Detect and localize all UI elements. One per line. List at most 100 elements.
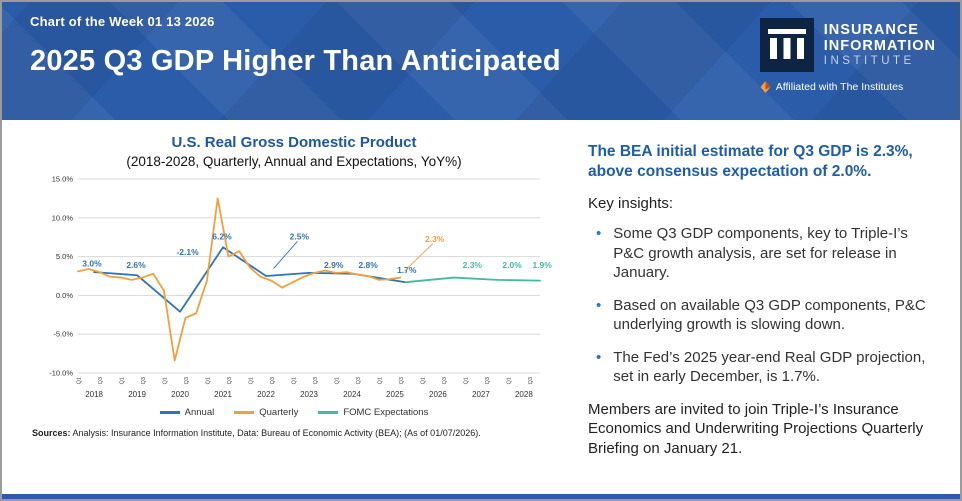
svg-text:2.3%: 2.3% [425,234,445,244]
svg-text:Q3: Q3 [356,377,362,384]
svg-text:Q3: Q3 [141,377,147,384]
insights-panel: The BEA initial estimate for Q3 GDP is 2… [582,124,942,494]
svg-text:Q1: Q1 [205,377,211,384]
svg-text:2028: 2028 [515,390,533,399]
svg-text:Q3: Q3 [528,377,534,384]
logo-line-institute: INSTITUTE [823,55,915,68]
svg-text:Q3: Q3 [485,377,491,384]
svg-text:2.6%: 2.6% [126,260,146,270]
svg-text:6.2%: 6.2% [212,231,232,241]
insight-item-3: The Fed’s 2025 year-end Real GDP project… [596,348,934,387]
sources-text: Analysis: Insurance Information Institut… [72,428,481,438]
series-annual [93,246,407,313]
legend-item-fomc-expectations: FOMC Expectations [318,407,428,418]
svg-text:2018: 2018 [85,390,103,399]
main-content: U.S. Real Gross Domestic Product (2018-2… [2,120,960,494]
legend-label: Quarterly [259,407,299,418]
chart-panel: U.S. Real Gross Domestic Product (2018-2… [20,124,568,494]
sources-label: Sources: [32,428,71,438]
legend-swatch [318,411,339,414]
logo-wordmark: INSURANCE INFORMATION INSTITUTE [824,22,936,68]
iii-logo-row: INSURANCE INFORMATION INSTITUTE [759,18,936,72]
legend-item-quarterly: Quarterly [234,407,298,418]
legend-swatch [234,411,255,414]
svg-text:2027: 2027 [472,390,490,399]
grid-and-axes: 15.0% 10.0% 5.0% 0.0% -5.0% -10.0% [49,175,540,378]
svg-text:Q1: Q1 [77,377,83,384]
insight-text: Some Q3 GDP components, key to Triple-I’… [613,225,908,282]
svg-text:Q3: Q3 [442,377,448,384]
svg-text:2020: 2020 [171,390,189,399]
header-text-block: Chart of the Week 01 13 2026 2025 Q3 GDP… [30,14,561,120]
svg-text:2026: 2026 [429,390,447,399]
svg-text:2024: 2024 [343,390,361,399]
svg-text:Q1: Q1 [291,377,297,384]
svg-text:Q1: Q1 [420,377,426,384]
key-insights-label: Key insights: [588,195,674,213]
svg-text:0.0%: 0.0% [56,291,73,300]
svg-text:2.9%: 2.9% [324,260,344,270]
page-title: 2025 Q3 GDP Higher Than Anticipated [30,45,561,77]
svg-text:2021: 2021 [214,390,232,399]
svg-text:15.0%: 15.0% [52,175,74,184]
svg-text:Q1: Q1 [162,377,168,384]
chart-of-week-label: Chart of the Week 01 13 2026 [30,14,215,29]
legend-swatch [159,411,180,414]
legend-item-annual: Annual [159,407,215,418]
svg-text:Q1: Q1 [377,377,383,384]
insights-list: Some Q3 GDP components, key to Triple-I’… [588,224,934,387]
legend-label: Annual [184,407,215,418]
logo-line-insurance: INSURANCE [823,21,919,38]
svg-text:Q1: Q1 [334,377,340,384]
chart-subtitle: (2018-2028, Quarterly, Annual and Expect… [126,154,462,169]
insight-text: The Fed’s 2025 year-end Real GDP project… [613,348,926,386]
header-banner: Chart of the Week 01 13 2026 2025 Q3 GDP… [2,2,960,120]
affiliation-text: Affiliated with The Institutes [775,81,904,93]
svg-text:1.9%: 1.9% [532,260,552,270]
svg-text:Q3: Q3 [313,377,319,384]
logo-line-information: INFORMATION [823,38,936,55]
iii-columns-icon [759,18,814,72]
institutes-flame-icon [760,81,771,93]
svg-text:2019: 2019 [128,390,146,399]
series-fomc-expectations [404,276,541,284]
svg-text:Q3: Q3 [227,377,233,384]
svg-text:2.5%: 2.5% [290,231,310,241]
svg-text:2022: 2022 [257,390,275,399]
svg-text:2023: 2023 [300,390,318,399]
svg-text:Q3: Q3 [184,377,190,384]
closing-note: Members are invited to join Triple-I’s I… [588,400,924,457]
insight-item-1: Some Q3 GDP components, key to Triple-I’… [596,224,934,283]
insight-item-2: Based on available Q3 GDP components, P&… [596,296,934,335]
insight-text: Based on available Q3 GDP components, P&… [613,296,926,334]
svg-text:5.0%: 5.0% [56,252,73,261]
svg-text:-10.0%: -10.0% [49,369,73,378]
chart-legend: Annual Quarterly FOMC Expectations [20,407,568,418]
svg-text:2.3%: 2.3% [463,260,483,270]
svg-text:10.0%: 10.0% [52,213,74,222]
bottom-accent-bar [2,494,960,499]
svg-text:2.0%: 2.0% [502,260,522,270]
svg-text:Q3: Q3 [270,377,276,384]
svg-text:2025: 2025 [386,390,404,399]
series-quarterly [77,197,402,362]
svg-text:-2.1%: -2.1% [176,247,199,257]
svg-text:Q3: Q3 [399,377,405,384]
iii-logo-mark-icon [759,18,814,72]
point-labels: 3.0% 2.6% -2.1% 6.2% 2.5% 2.9% 2.8% 1.7% 2.3% 2.3… [82,231,552,274]
affiliation-line: Affiliated with The Institutes [760,81,936,93]
svg-text:3.0%: 3.0% [82,259,102,269]
svg-text:Q3: Q3 [98,377,104,384]
chart-title: U.S. Real Gross Domestic Product [171,134,417,151]
iii-logo: INSURANCE INFORMATION INSTITUTE Affiliat… [759,18,936,120]
legend-label: FOMC Expectations [343,407,429,418]
svg-text:Q1: Q1 [506,377,512,384]
svg-text:Q1: Q1 [463,377,469,384]
headline: The BEA initial estimate for Q3 GDP is 2… [588,143,913,181]
svg-text:-5.0%: -5.0% [53,330,73,339]
svg-text:1.7%: 1.7% [397,265,417,275]
svg-text:Q1: Q1 [248,377,254,384]
